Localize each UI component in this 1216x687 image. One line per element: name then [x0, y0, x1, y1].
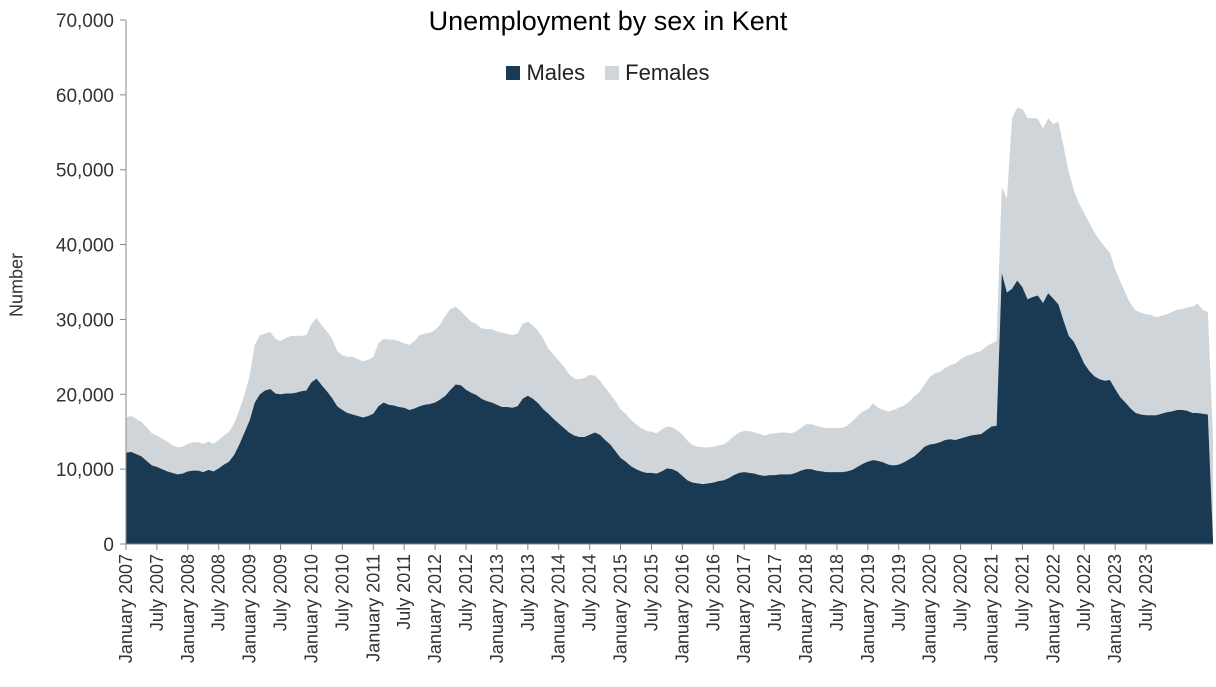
y-axis-label: Number	[7, 253, 28, 317]
x-tick-label: July 2012	[456, 554, 476, 631]
y-tick-label: 50,000	[56, 161, 114, 182]
x-tick-label: July 2016	[703, 554, 723, 631]
legend-item-males: Males	[506, 60, 585, 86]
x-tick-label: July 2007	[147, 554, 167, 631]
x-tick-label: January 2014	[549, 554, 569, 663]
x-tick-label: July 2022	[1074, 554, 1094, 631]
legend-swatch-males	[506, 66, 520, 80]
x-tick-label: July 2023	[1136, 554, 1156, 631]
legend-item-females: Females	[605, 60, 709, 86]
x-tick-label: July 2013	[518, 554, 538, 631]
x-tick-label: January 2017	[734, 554, 754, 663]
x-tick-label: January 2011	[363, 554, 383, 662]
legend-swatch-females	[605, 66, 619, 80]
x-tick-label: January 2019	[858, 554, 878, 663]
x-tick-label: January 2023	[1105, 554, 1125, 663]
x-tick-label: July 2015	[641, 554, 661, 631]
x-tick-label: July 2011	[394, 554, 414, 630]
y-tick-label: 30,000	[56, 310, 114, 331]
y-tick-label: 40,000	[56, 236, 114, 257]
x-tick-label: January 2010	[301, 554, 321, 663]
y-tick-label: 20,000	[56, 385, 114, 406]
x-tick-label: July 2008	[209, 554, 229, 631]
x-tick-label: July 2021	[1012, 554, 1032, 631]
x-tick-label: January 2007	[116, 554, 136, 663]
x-tick-label: January 2015	[611, 554, 631, 663]
x-tick-label: January 2022	[1043, 554, 1063, 663]
x-tick-label: July 2014	[580, 554, 600, 631]
chart-areas	[126, 108, 1213, 544]
y-tick-label: 10,000	[56, 460, 114, 481]
x-tick-label: January 2008	[178, 554, 198, 663]
y-tick-label: 60,000	[56, 86, 114, 107]
x-tick-label: January 2016	[672, 554, 692, 663]
x-tick-label: July 2020	[951, 554, 971, 631]
chart-title: Unemployment by sex in Kent	[0, 6, 1216, 37]
x-tick-label: January 2013	[487, 554, 507, 663]
x-tick-label: July 2010	[332, 554, 352, 631]
chart-legend: Males Females	[0, 60, 1216, 86]
legend-label-females: Females	[625, 60, 709, 86]
x-tick-label: January 2009	[240, 554, 260, 663]
y-tick-label: 0	[103, 535, 114, 556]
legend-label-males: Males	[526, 60, 585, 86]
x-tick-label: January 2018	[796, 554, 816, 663]
x-tick-label: July 2017	[765, 554, 785, 631]
x-tick-label: January 2021	[981, 554, 1001, 663]
x-tick-label: January 2020	[920, 554, 940, 663]
x-tick-label: July 2018	[827, 554, 847, 631]
x-tick-label: July 2019	[889, 554, 909, 631]
series-area-males	[126, 273, 1213, 544]
x-tick-label: January 2012	[425, 554, 445, 663]
x-tick-label: July 2009	[271, 554, 291, 631]
